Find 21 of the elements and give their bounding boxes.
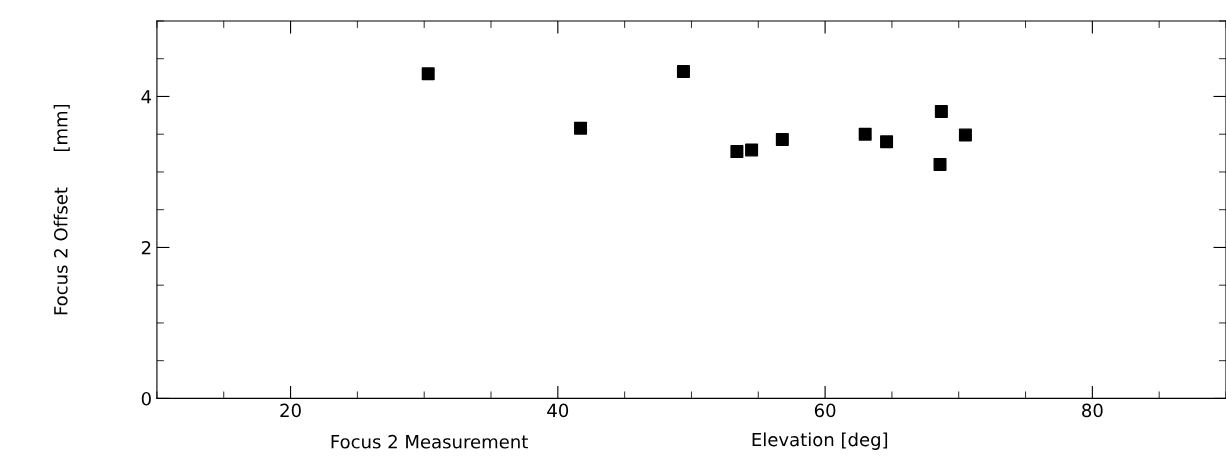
point	[958, 128, 972, 142]
point	[775, 132, 789, 146]
x-tick-label: 40	[547, 403, 569, 418]
point	[933, 157, 947, 171]
point	[676, 65, 690, 79]
text: Focus 2 Measurement	[331, 434, 528, 449]
x-tick-label: 60	[814, 403, 836, 418]
y-tick-label: 0	[141, 391, 151, 406]
point	[934, 105, 948, 119]
y-tick-label: 2	[141, 240, 151, 255]
point	[880, 135, 894, 149]
point	[730, 145, 744, 159]
point	[745, 143, 759, 157]
x-tick-label: 80	[1082, 403, 1103, 418]
point	[574, 121, 588, 135]
y-axis-title: Focus 2 Offset [mm]	[53, 104, 70, 315]
y-tick-label: 4	[141, 90, 152, 104]
point	[421, 67, 435, 81]
x-axis-title: Elevation [deg]	[752, 432, 888, 450]
point	[858, 127, 872, 141]
x-tick-label: 20	[280, 403, 301, 418]
